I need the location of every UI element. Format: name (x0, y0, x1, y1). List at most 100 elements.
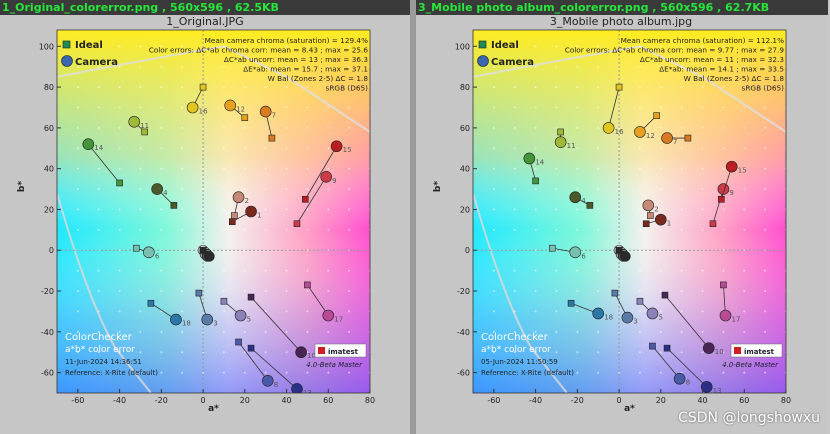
x-tick-label: -60 (71, 396, 84, 405)
left-window-title[interactable]: 1_Original_colorerror.png , 560x596 , 62… (0, 0, 412, 15)
stats-line-2: ΔC*ab uncorr: mean = 11 ; max = 32.3 (640, 55, 784, 64)
grid-dot (513, 371, 516, 374)
grid-dot (76, 208, 79, 211)
camera-marker-11 (554, 136, 567, 148)
legend-camera-label: Camera (75, 57, 118, 68)
grid-dot (722, 269, 725, 272)
camera-marker-6 (143, 246, 155, 259)
grid-dot (743, 269, 746, 272)
grid-dot (139, 351, 142, 354)
grid-dot (638, 269, 641, 272)
grid-dot (139, 65, 142, 68)
grid-dot (285, 351, 288, 354)
stats-line-3: ΔE*ab: mean = 14.1 ; max = 33.5 (659, 65, 784, 74)
grid-dot (638, 147, 641, 150)
patch-label-16: 16 (615, 128, 624, 136)
grid-dot (160, 126, 163, 129)
ideal-marker-6 (548, 244, 556, 252)
x-tick-label: 0 (201, 396, 206, 405)
grid-dot (534, 228, 537, 231)
grid-dot (513, 65, 516, 68)
grid-dot (555, 208, 558, 211)
window-divider[interactable] (410, 0, 416, 434)
grid-dot (160, 371, 163, 374)
grid-dot (348, 188, 351, 191)
grid-dot (764, 371, 767, 374)
footer-date: 05-Jun-2024 11:50:59 (481, 358, 558, 366)
footer-reference: Reference: X-Rite (default) (65, 369, 158, 377)
grid-dot (513, 45, 516, 48)
grid-dot (492, 290, 495, 293)
grid-dot (285, 310, 288, 313)
grid-dot (597, 290, 600, 293)
grid-dot (118, 351, 121, 354)
grid-dot (306, 310, 309, 313)
right-window-title[interactable]: 3_Mobile photo album_colorerror.png , 56… (416, 0, 828, 15)
x-tick-label: 60 (739, 396, 749, 405)
grid-dot (139, 228, 142, 231)
grid-dot (722, 371, 725, 374)
grid-dot (243, 65, 246, 68)
camera-marker-11 (128, 115, 141, 128)
grid-dot (222, 249, 225, 252)
grid-dot (264, 167, 267, 170)
grid-dot (492, 167, 495, 170)
grid-dot (576, 188, 579, 191)
patch-label-10: 10 (715, 348, 724, 356)
grid-dot (181, 147, 184, 150)
patch-label-9: 9 (729, 189, 733, 197)
x-tick-label: 20 (240, 396, 250, 405)
grid-dot (680, 45, 683, 48)
grid-dot (348, 269, 351, 272)
grid-dot (306, 126, 309, 129)
grid-dot (76, 371, 79, 374)
grid-dot (513, 351, 516, 354)
grid-dot (722, 65, 725, 68)
grid-dot (348, 208, 351, 211)
grid-dot (76, 188, 79, 191)
ideal-marker-9 (709, 220, 717, 228)
left-figure-title: 1_Original.JPG (166, 15, 244, 28)
grid-dot (160, 269, 163, 272)
grid-dot (118, 310, 121, 313)
grid-dot (492, 65, 495, 68)
stats-line-5: sRGB (D65) (742, 84, 785, 93)
grid-dot (680, 290, 683, 293)
grid-dot (492, 371, 495, 374)
grid-dot (555, 126, 558, 129)
grid-dot (327, 188, 330, 191)
grid-dot (492, 45, 495, 48)
grid-dot (327, 269, 330, 272)
grid-dot (555, 249, 558, 252)
grid-dot (743, 45, 746, 48)
x-tick-label: 80 (781, 396, 791, 405)
grid-dot (701, 147, 704, 150)
grid-dot (576, 208, 579, 211)
grid-dot (722, 45, 725, 48)
grid-dot (118, 147, 121, 150)
camera-marker-14 (523, 152, 536, 165)
camera-marker-18 (170, 313, 182, 326)
ideal-marker-13 (663, 344, 671, 352)
grid-dot (348, 45, 351, 48)
gamut-boundary-cyan (473, 192, 568, 393)
patch-label-8: 8 (274, 381, 278, 389)
grid-dot (618, 208, 621, 211)
x-tick-label: -60 (487, 396, 500, 405)
patch-label-13: 13 (713, 387, 722, 395)
patch-label-4: 4 (581, 197, 586, 205)
grid-dot (139, 106, 142, 109)
right-window: 3_Mobile photo album_colorerror.png , 56… (416, 0, 828, 434)
grid-dot (97, 126, 100, 129)
patch-label-2: 2 (654, 205, 658, 213)
grid-dot (638, 188, 641, 191)
grid-dot (160, 86, 163, 89)
camera-marker-4 (569, 191, 582, 204)
grid-dot (764, 310, 767, 313)
grid-dot (534, 86, 537, 89)
grid-dot (534, 310, 537, 313)
grid-dot (701, 290, 704, 293)
ideal-marker-6 (132, 244, 140, 252)
grid-dot (597, 330, 600, 333)
camera-marker-4 (151, 183, 163, 195)
